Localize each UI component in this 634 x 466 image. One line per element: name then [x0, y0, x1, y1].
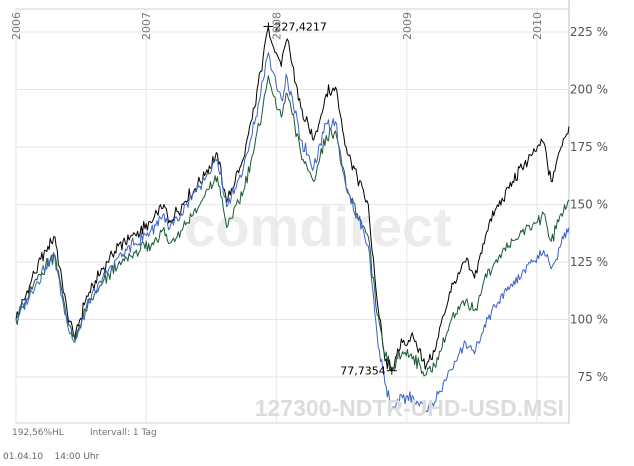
y-tick-label: 200 %	[570, 83, 608, 97]
y-tick-label: 75 %	[578, 370, 609, 384]
series-layer	[15, 25, 570, 413]
instrument-name: 127300-NDTR-UHD-USD.MSI	[255, 395, 564, 421]
y-tick-label: 225 %	[570, 25, 608, 39]
y-tick-label: 150 %	[570, 198, 608, 212]
series-line	[15, 75, 570, 377]
annotations: 227,4217 77,7354	[263, 20, 397, 378]
x-tick-label: 2007	[140, 12, 153, 40]
annotation-label: 77,7354	[340, 365, 386, 378]
x-tick-label: 2009	[401, 12, 414, 40]
x-tick-label: 2008	[270, 12, 283, 40]
info-interval: Intervall: 1 Tag	[90, 428, 157, 438]
footer-date: 01.04.10	[3, 452, 44, 462]
series-line	[15, 25, 570, 372]
y-tick-labels: 75 % 100 % 125 % 150 % 175 % 200 % 225 %	[570, 25, 608, 384]
footer-time: 14:00 Uhr	[54, 452, 100, 462]
plot-area	[15, 8, 570, 424]
annotation-label: 227,4217	[274, 20, 327, 33]
x-tick-label: 2006	[10, 12, 23, 40]
footer-timestamp: 01.04.10 14:00 Uhr	[3, 452, 99, 462]
x-tick-labels: 2006 2007 2008 2009 2010	[10, 12, 544, 40]
y-tick-label: 125 %	[570, 255, 608, 269]
grid	[15, 9, 569, 423]
y-tick-label: 100 %	[570, 313, 608, 327]
info-highlow: 192,56%HL	[12, 428, 64, 438]
y-tick-label: 175 %	[570, 140, 608, 154]
series-line	[15, 52, 570, 413]
x-tick-label: 2010	[531, 12, 544, 40]
